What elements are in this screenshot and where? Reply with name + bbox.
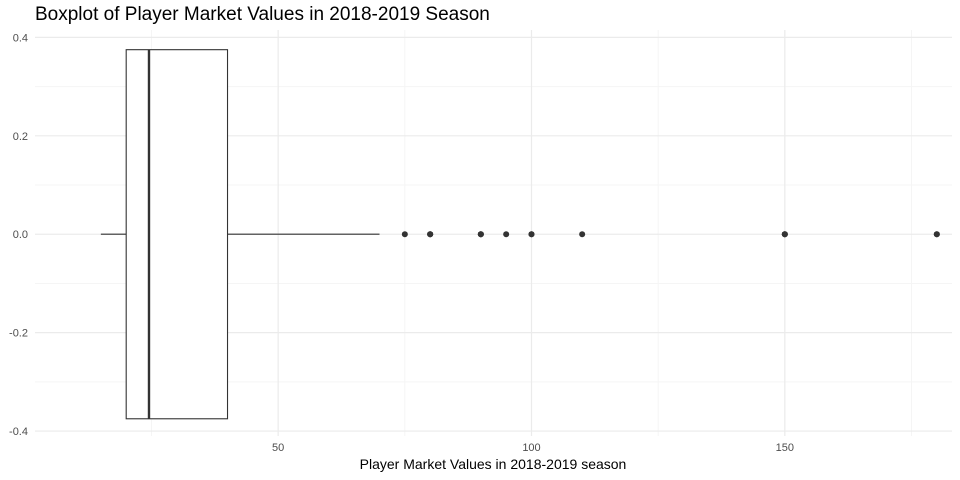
iqr-box [125,49,229,420]
y-tick-label: 0.0 [13,229,28,241]
outlier-point [933,231,940,238]
y-tick-label: 0.4 [13,32,28,44]
x-tick-label: 150 [776,442,794,454]
tick-label-layer: 50 100 150 -0.4 -0.2 0.0 0.2 0.4 [9,32,794,454]
chart-title: Boxplot of Player Market Values in 2018-… [35,4,490,25]
outlier-point [781,231,788,238]
y-tick-label: -0.4 [9,426,28,438]
outlier-point [477,231,484,238]
x-tick-label: 50 [272,442,284,454]
x-tick-label: 100 [522,442,540,454]
outlier-layer [401,231,940,238]
x-axis-label: Player Market Values in 2018-2019 season [360,456,627,472]
outlier-point [528,231,535,238]
outlier-point [401,231,408,238]
outlier-point [427,231,434,238]
box-layer [100,49,380,420]
outlier-point [579,231,586,238]
outlier-point [503,231,510,238]
y-tick-label: 0.2 [13,131,28,143]
y-tick-label: -0.2 [9,328,28,340]
